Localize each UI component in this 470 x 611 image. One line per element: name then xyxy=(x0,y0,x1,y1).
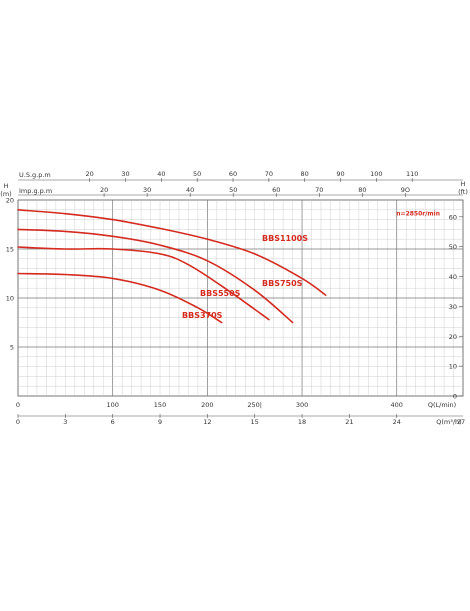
m3h-axis-label: Q(m³/h) xyxy=(436,418,461,426)
impgpm-tick-label: 9O xyxy=(401,186,410,194)
head-m-tick-label: 10 xyxy=(6,295,14,303)
lpm-tick-label: 300 xyxy=(296,401,308,409)
head-m-tick-label: 15 xyxy=(6,246,14,254)
usgpm-tick-label: 110 xyxy=(406,170,418,178)
m3h-tick-label: 9 xyxy=(158,418,162,426)
head-ft-unit: H xyxy=(461,180,466,188)
impgpm-tick-label: 40 xyxy=(186,186,194,194)
usgpm-tick-label: 40 xyxy=(157,170,165,178)
lpm-tick-label: 100 xyxy=(106,401,118,409)
series-label-bbs750s: BBS750S xyxy=(262,279,303,288)
m3h-tick-label: 15 xyxy=(251,418,259,426)
usgpm-tick-label: 30 xyxy=(121,170,129,178)
m3h-tick-label: 27 xyxy=(457,418,465,426)
curve-bbs1100s xyxy=(17,209,327,296)
m3h-tick-label: 6 xyxy=(111,418,115,426)
head-m-tick-label: 20 xyxy=(6,197,14,205)
usgpm-tick-label: 80 xyxy=(301,170,309,178)
usgpm-tick-label: 20 xyxy=(86,170,94,178)
usgpm-tick-label: 100 xyxy=(370,170,382,178)
usgpm-tick-label: 90 xyxy=(336,170,344,178)
lpm-tick-label: 200 xyxy=(201,401,213,409)
curve-bbs370s xyxy=(17,272,223,324)
head-ft-tick-label: 10 xyxy=(449,363,457,371)
m3h-tick-label: 21 xyxy=(345,418,353,426)
head-ft-tick-label: 20 xyxy=(449,333,457,341)
head-ft-tick-label: 60 xyxy=(449,213,457,221)
head-m-tick-label: 5 xyxy=(10,344,14,352)
head-ft-unit-label: (ft) xyxy=(458,188,468,196)
head-ft-tick-label: 40 xyxy=(449,273,457,281)
impgpm-tick-label: 50 xyxy=(229,186,237,194)
m3h-tick-label: 18 xyxy=(298,418,306,426)
lpm-tick-label: 0 xyxy=(16,401,20,409)
curve-bbs750s xyxy=(17,228,294,324)
impgpm-tick-label: 80 xyxy=(358,186,366,194)
m3h-tick-label: 0 xyxy=(16,418,20,426)
head-ft-tick-label: 30 xyxy=(449,303,457,311)
head-ft-tick-label: 0 xyxy=(453,393,457,401)
series-label-bbs1100s: BBS1100S xyxy=(262,234,308,243)
head-m-unit: H xyxy=(4,182,9,190)
m3h-tick-label: 24 xyxy=(393,418,401,426)
impgpm-axis-label: Imp.g.p.m xyxy=(19,187,52,195)
head-m-unit-label: (m) xyxy=(0,190,11,198)
usgpm-tick-label: 70 xyxy=(265,170,273,178)
m3h-tick-label: 12 xyxy=(203,418,211,426)
impgpm-tick-label: 60 xyxy=(272,186,280,194)
m3h-tick-label: 3 xyxy=(63,418,67,426)
lpm-tick-label: 150 xyxy=(154,401,166,409)
speed-note: n=2850r/min xyxy=(396,211,440,218)
lpm-tick-label: 250| xyxy=(247,401,262,409)
usgpm-tick-label: 50 xyxy=(193,170,201,178)
lpm-tick-label: 400 xyxy=(391,401,403,409)
usgpm-tick-label: 60 xyxy=(229,170,237,178)
impgpm-tick-label: 20 xyxy=(100,186,108,194)
series-label-bbs370s: BBS370S xyxy=(182,311,223,320)
impgpm-tick-label: 70 xyxy=(315,186,323,194)
usgpm-axis-label: U.S.g.p.m xyxy=(19,171,51,179)
curve-bbs550s xyxy=(17,246,270,321)
lpm-axis-label: Q(L/min) xyxy=(428,401,456,409)
series-label-bbs550s: BBS550S xyxy=(200,289,241,298)
head-ft-tick-label: 50 xyxy=(449,243,457,251)
impgpm-tick-label: 30 xyxy=(143,186,151,194)
